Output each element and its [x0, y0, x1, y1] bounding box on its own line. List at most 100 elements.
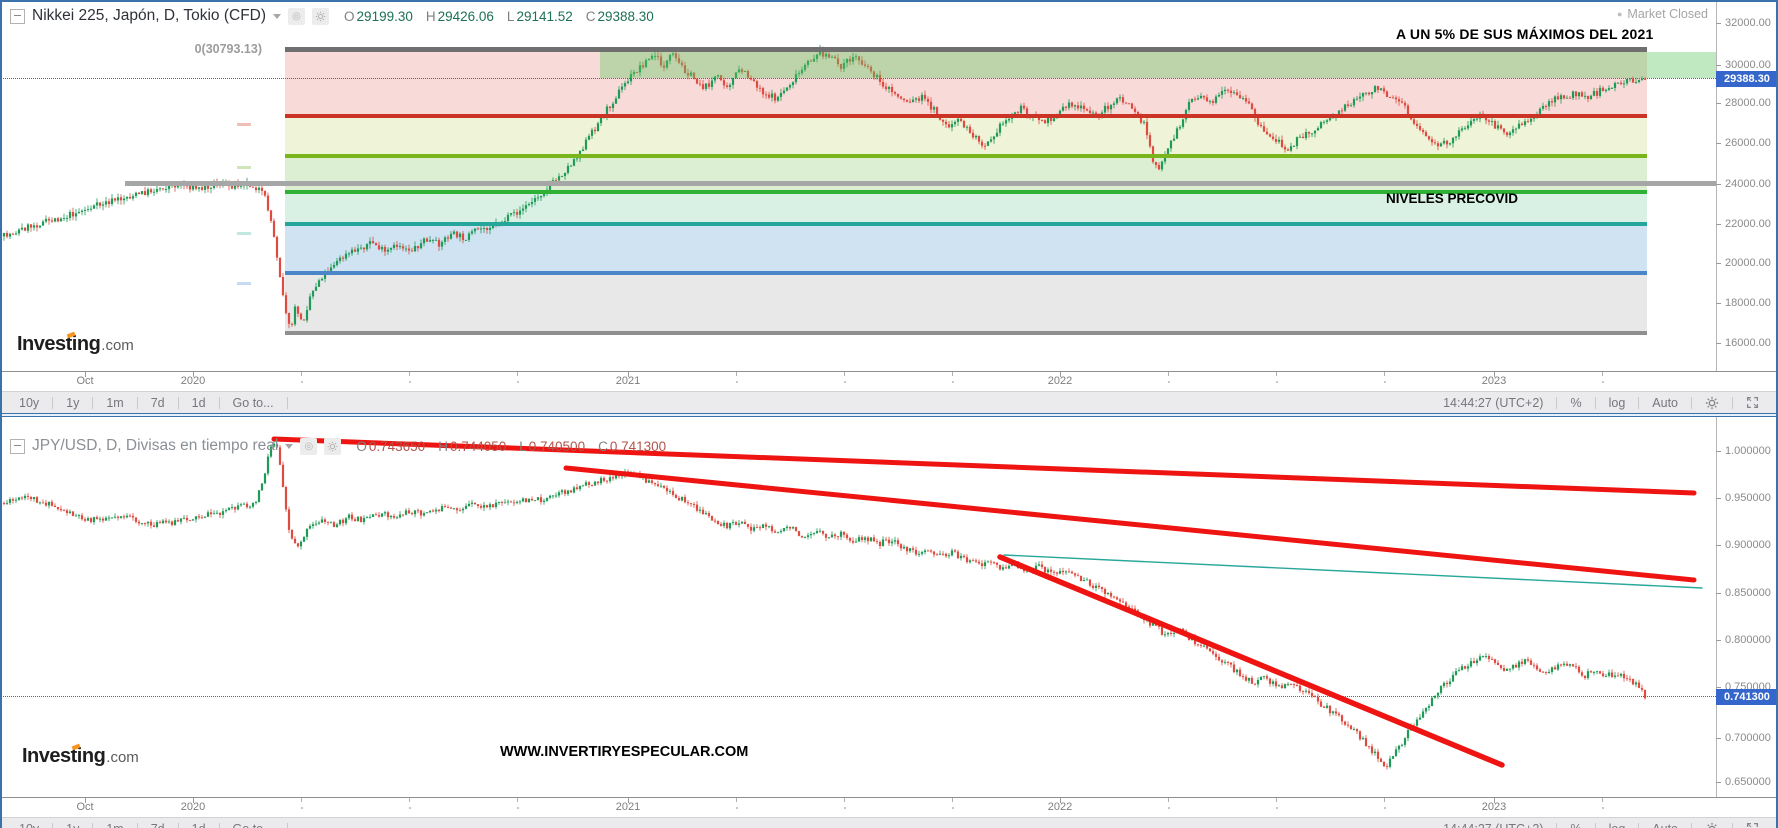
fib-band-4 — [285, 224, 1647, 273]
range-button-1d[interactable]: 1d — [179, 818, 219, 828]
gear-icon[interactable] — [1692, 392, 1732, 413]
time-dot — [1602, 807, 1604, 809]
range-button-1m[interactable]: 1m — [93, 818, 136, 828]
toolbar-separator — [1638, 822, 1640, 828]
chevron-down-icon[interactable] — [273, 13, 282, 19]
price-axis-line-bottom — [1716, 417, 1717, 797]
price-tick-label: 22000.00 — [1725, 218, 1771, 230]
time-dot — [1168, 381, 1170, 383]
time-dot — [952, 381, 954, 383]
toolbar-separator — [92, 396, 94, 409]
time-dot — [952, 807, 954, 809]
symbol-title-top[interactable]: Nikkei 225, Japón, D, Tokio (CFD) — [32, 7, 267, 24]
clock-display[interactable]: 14:44:27 (UTC+2) — [1443, 395, 1544, 410]
price-axis-bottom[interactable] — [1716, 417, 1778, 797]
fib-band-1 — [285, 116, 1647, 156]
time-dot — [1168, 807, 1170, 809]
goto-button[interactable]: Go to... — [232, 395, 274, 410]
time-tick — [85, 372, 86, 377]
range-button-1m[interactable]: 1m — [106, 395, 124, 410]
price-tick-top: 26000.00 — [1716, 137, 1771, 149]
time-dot — [517, 807, 519, 809]
nikkei-candlestick-chart[interactable] — [0, 0, 1716, 371]
range-button-10y[interactable]: 10y — [6, 818, 52, 828]
fullscreen-icon[interactable] — [1733, 392, 1772, 413]
range-button-1y[interactable]: 1y — [66, 395, 80, 410]
goto-button[interactable]: Go to... — [220, 818, 287, 828]
time-tick-minor — [1276, 372, 1277, 376]
chart-toolbar: 10y 1y 1m 7d 1d Go to... 14:44:27 (UTC+2)% log A… — [0, 391, 1778, 413]
range-button-1y[interactable]: 1y — [53, 818, 92, 828]
snapshot-icon[interactable]: ◎ — [300, 437, 318, 455]
red-trendline-steep — [997, 554, 1505, 768]
price-axis-top[interactable] — [1716, 0, 1778, 371]
toolbar-separator — [92, 822, 94, 828]
fib-left-dash-0 — [237, 123, 251, 126]
time-tick-minor — [301, 798, 302, 802]
market-status: ● Market Closed — [1616, 7, 1708, 21]
fib-band-0 — [285, 49, 1647, 116]
toolbar-separator — [177, 822, 179, 828]
time-dot — [844, 381, 846, 383]
time-axis-top[interactable] — [0, 372, 1716, 391]
price-tick-bottom: 0.650000 — [1716, 776, 1771, 788]
time-tick-minor — [1276, 798, 1277, 802]
price-tick-label: 0.700000 — [1725, 732, 1771, 744]
time-tick — [628, 372, 629, 377]
range-button-7d[interactable]: 7d — [138, 818, 178, 828]
toolbar-separator — [1638, 396, 1640, 409]
fib-left-dash-1 — [237, 166, 251, 169]
range-button-1d[interactable]: 1d — [191, 395, 206, 410]
auto-scale-button[interactable]: Auto — [1639, 818, 1691, 828]
chevron-down-icon[interactable] — [285, 443, 294, 449]
price-tick-label: 30000.00 — [1725, 59, 1771, 71]
time-tick — [85, 798, 86, 803]
time-tick-minor — [1602, 798, 1603, 802]
time-dot — [409, 381, 411, 383]
price-tag-top: 29388.30 — [1716, 71, 1778, 87]
gear-icon[interactable] — [1692, 818, 1732, 828]
symbol-title-bottom[interactable]: JPY/USD, D, Divisas en tiempo real — [32, 437, 279, 454]
fib-level-line-3 — [285, 190, 1647, 194]
time-dot — [517, 381, 519, 383]
percent-scale-button[interactable]: % — [1557, 818, 1594, 828]
log-scale-button[interactable]: log — [1596, 818, 1639, 828]
ohlc-o: O 0.743650 — [356, 438, 426, 454]
snapshot-icon[interactable]: ◎ — [288, 7, 306, 25]
price-tick-label: 0.800000 — [1725, 634, 1771, 646]
pane-separator[interactable] — [0, 413, 1778, 417]
ohlc-c: C 29388.30 — [585, 8, 654, 24]
time-tick-minor — [1168, 798, 1169, 802]
time-dot — [1384, 807, 1386, 809]
time-axis-bottom[interactable] — [0, 798, 1716, 817]
time-tick — [1060, 372, 1061, 377]
time-axis-line-bottom — [0, 797, 1778, 798]
clock-display[interactable]: 14:44:27 (UTC+2) — [1430, 818, 1556, 828]
price-tick-label: 26000.00 — [1725, 137, 1771, 149]
range-button-10y[interactable]: 10y — [19, 395, 40, 410]
time-tick — [193, 798, 194, 803]
percent-scale-button[interactable]: % — [1570, 395, 1582, 410]
collapse-pane-icon[interactable] — [10, 438, 25, 454]
time-tick-minor — [952, 372, 953, 376]
toolbar-separator — [1732, 396, 1733, 409]
toolbar-separator — [52, 396, 54, 409]
fib-level-line-2 — [285, 154, 1647, 158]
price-axis-line-top — [1716, 0, 1717, 371]
time-tick-minor — [844, 798, 845, 802]
auto-scale-button[interactable]: Auto — [1652, 395, 1678, 410]
price-tick-label: 1.000000 — [1725, 445, 1771, 457]
log-scale-button[interactable]: log — [1608, 395, 1626, 410]
time-tick-minor — [1168, 372, 1169, 376]
fib-level-line-4 — [285, 222, 1647, 226]
settings-icon[interactable] — [324, 437, 342, 455]
time-tick-minor — [517, 798, 518, 802]
collapse-pane-icon[interactable] — [10, 8, 25, 24]
fib-level-line-1 — [285, 114, 1647, 118]
fullscreen-icon[interactable] — [1733, 818, 1772, 828]
settings-icon[interactable] — [312, 7, 330, 25]
price-tick-bottom: 1.000000 — [1716, 445, 1771, 457]
time-dot — [736, 381, 738, 383]
range-button-7d[interactable]: 7d — [150, 395, 165, 410]
